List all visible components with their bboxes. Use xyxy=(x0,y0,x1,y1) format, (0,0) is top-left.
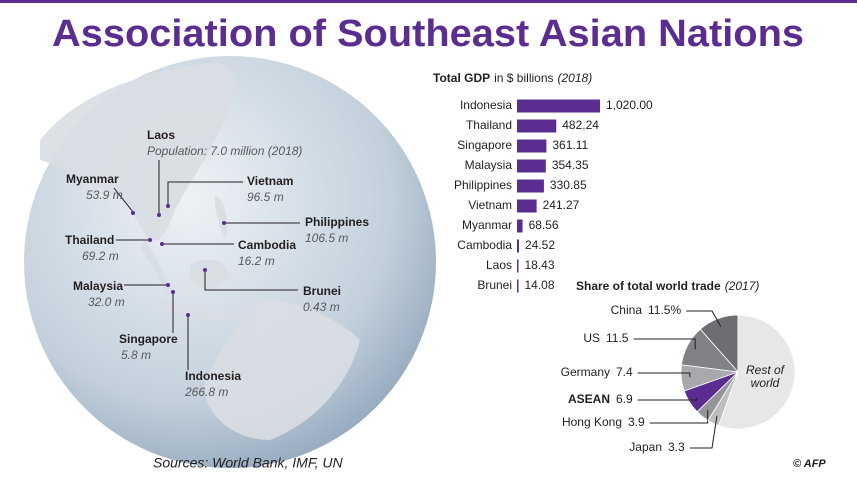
bar-value: 330.85 xyxy=(550,178,587,192)
pie-leader xyxy=(637,397,698,401)
pie-value: 11.5% xyxy=(648,303,681,317)
bar xyxy=(517,139,547,153)
title-year: (2018) xyxy=(558,71,593,85)
bar-label: Myanmar xyxy=(462,218,512,232)
pie-leader xyxy=(689,415,718,449)
pie-label: ASEAN xyxy=(568,392,610,406)
bar-value: 68.56 xyxy=(529,218,559,232)
pie-leader xyxy=(633,338,696,350)
country-population: 5.8 m xyxy=(121,348,151,362)
bar-value: 361.11 xyxy=(552,138,588,152)
bar-value: 14.08 xyxy=(525,278,555,292)
bar-label: Laos xyxy=(486,258,512,272)
bar-label: Indonesia xyxy=(460,98,512,112)
country-population: 32.0 m xyxy=(88,295,125,309)
country-population: 96.5 m xyxy=(247,190,284,204)
country-name: Malaysia xyxy=(73,279,123,293)
leader-lines xyxy=(113,160,300,370)
bar-value: 1,020.00 xyxy=(606,98,653,112)
bar-value: 241.27 xyxy=(543,198,580,212)
country-population: 16.2 m xyxy=(238,254,275,268)
sources: Sources: World Bank, IMF, UN xyxy=(153,455,343,471)
pie-label: China xyxy=(611,303,643,317)
bar xyxy=(517,219,523,233)
bar xyxy=(517,279,519,293)
country-population: 0.43 m xyxy=(303,300,340,314)
country-name: Vietnam xyxy=(247,174,293,188)
country-name: Cambodia xyxy=(238,238,296,252)
bar xyxy=(517,239,519,253)
pie-value: 6.9 xyxy=(616,392,633,406)
country-name: Philippines xyxy=(305,215,369,229)
pie-slice xyxy=(718,314,796,430)
country-name: Laos xyxy=(147,128,175,142)
bar-label: Brunei xyxy=(477,278,512,292)
pie-label: Germany xyxy=(561,365,610,379)
bar-label: Philippines xyxy=(454,178,512,192)
pie-leader xyxy=(686,310,722,327)
pie-leader xyxy=(637,372,691,378)
country-name: Singapore xyxy=(119,332,178,346)
country-name: Thailand xyxy=(65,233,114,247)
pie-value: 11.5 xyxy=(606,331,629,345)
bar-value: 24.52 xyxy=(525,238,555,252)
bar-label: Thailand xyxy=(466,118,512,132)
bar-value: 482.24 xyxy=(562,118,599,132)
bar xyxy=(517,99,600,113)
location-dots xyxy=(131,204,226,317)
pie-label: US xyxy=(583,331,600,345)
country-name: Indonesia xyxy=(185,369,241,383)
pie-label: Hong Kong xyxy=(562,415,622,429)
pie-value: 7.4 xyxy=(616,365,633,379)
bar xyxy=(517,119,557,133)
land xyxy=(40,62,360,440)
title-year: (2017) xyxy=(725,279,760,293)
title-main: Total GDP xyxy=(433,71,490,85)
bar-value: 354.35 xyxy=(552,158,589,172)
country-name: Myanmar xyxy=(66,172,119,186)
title-unit: in $ billions xyxy=(494,71,553,85)
bar-label: Vietnam xyxy=(468,198,512,212)
country-population: 69.2 m xyxy=(82,249,119,263)
bar-label: Singapore xyxy=(457,138,512,152)
country-population: 266.8 m xyxy=(184,385,228,399)
country-name: Brunei xyxy=(303,284,341,298)
bar-value: 18.43 xyxy=(525,258,555,272)
pie-title: Share of total world trade (2017) xyxy=(576,279,759,293)
country-population: 53.9 m xyxy=(86,188,123,202)
pie-inner-label: Rest of world xyxy=(745,363,784,390)
pie-leader xyxy=(649,409,709,424)
page-title: Association of Southeast Asian Nations xyxy=(52,13,804,55)
pie-value: 3.3 xyxy=(668,440,685,454)
bar-label: Cambodia xyxy=(457,238,512,252)
pie-value: 3.9 xyxy=(628,415,645,429)
credit: © AFP xyxy=(793,458,826,470)
pie-label: Japan xyxy=(629,440,662,454)
country-population: 106.5 m xyxy=(305,231,348,245)
bar xyxy=(517,159,546,173)
bar-chart-title: Total GDP in $ billions (2018) xyxy=(433,71,592,85)
country-population: Population: 7.0 million (2018) xyxy=(147,144,302,158)
title-main: Share of total world trade xyxy=(576,279,721,293)
top-band xyxy=(0,0,857,3)
bar xyxy=(517,179,544,193)
bar xyxy=(517,259,519,273)
bar xyxy=(517,199,537,213)
bar-label: Malaysia xyxy=(465,158,513,172)
